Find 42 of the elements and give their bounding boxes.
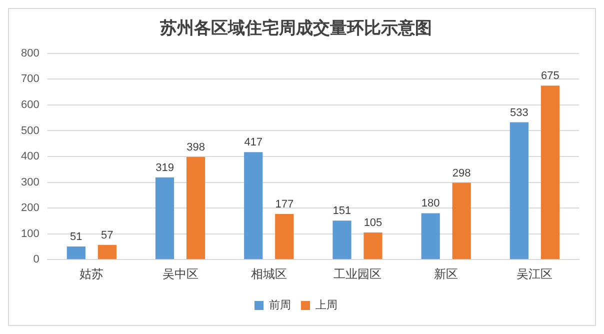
data-label: 417: [244, 136, 263, 149]
bar: [98, 244, 116, 260]
x-tick-label: 姑苏: [80, 266, 104, 281]
legend-label: 前周: [269, 298, 291, 312]
bar: [421, 213, 440, 260]
data-label: 319: [156, 162, 174, 174]
x-tick-label: 工业园区: [333, 266, 382, 281]
y-tick-label: 800: [20, 47, 40, 60]
data-label: 298: [452, 167, 471, 180]
y-tick-label: 600: [20, 98, 40, 111]
legend-label: 上周: [316, 298, 338, 312]
y-tick-label: 500: [20, 124, 40, 137]
y-tick-label: 200: [20, 202, 40, 214]
data-label: 57: [101, 229, 114, 242]
y-tick-label: 400: [20, 150, 40, 163]
data-label: 675: [541, 70, 560, 82]
y-tick-label: 300: [20, 176, 40, 188]
bar: [66, 246, 86, 260]
bar: [540, 86, 560, 260]
bar: [510, 122, 528, 260]
bar: [244, 152, 263, 260]
data-label: 533: [510, 106, 528, 119]
x-tick-label: 吴中区: [162, 266, 198, 281]
data-label: 151: [332, 205, 352, 218]
data-label: 51: [70, 230, 82, 243]
bar: [364, 232, 382, 260]
y-tick-label: 700: [20, 73, 40, 86]
data-label: 180: [421, 198, 440, 210]
data-label: 398: [186, 142, 205, 154]
bar: [186, 157, 206, 260]
x-tick-label: 新区: [434, 266, 458, 281]
x-tick-label: 相城区: [250, 266, 287, 281]
y-tick-label: 0: [33, 254, 40, 266]
x-tick-label: 吴江区: [516, 266, 553, 281]
bar: [275, 214, 294, 260]
bar: [452, 182, 471, 260]
data-label: 177: [275, 198, 294, 211]
data-label: 105: [364, 217, 382, 230]
bar: [332, 220, 352, 260]
y-tick-label: 100: [20, 228, 40, 240]
bar: [155, 177, 174, 260]
chart-title: 苏州各区域住宅周成交量环比示意图: [159, 18, 432, 39]
